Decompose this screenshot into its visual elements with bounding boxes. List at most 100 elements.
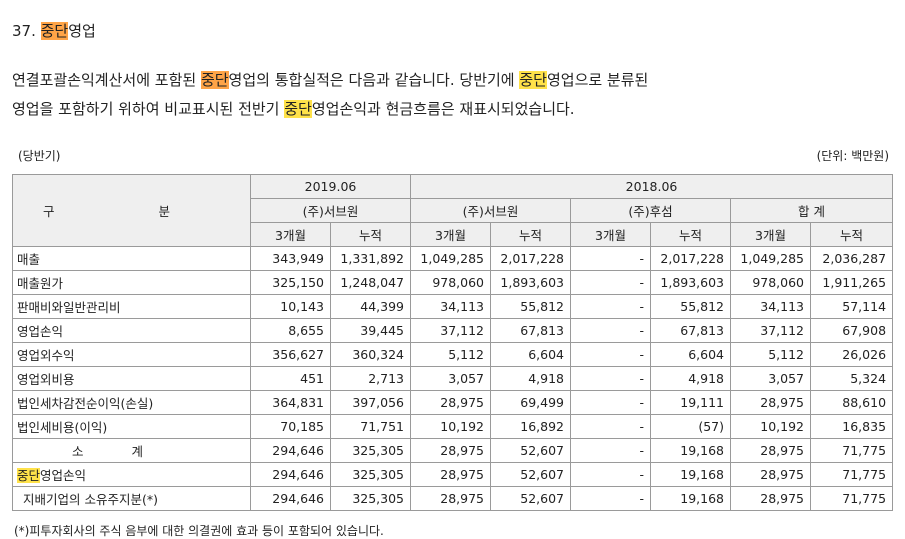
table-cell: 5,112 — [730, 342, 812, 367]
table-cell: - — [570, 294, 652, 319]
table-cell: 71,775 — [810, 486, 894, 511]
paragraph-text: 영업의 통합실적은 다음과 같습니다. 당반기에 — [228, 71, 520, 89]
seobuwon-2019-header: (주)서브원 — [249, 198, 412, 223]
table-cell: 37,112 — [730, 318, 812, 343]
table-cell: - — [570, 486, 652, 511]
table-row: 영업외수익 356,627 360,324 5,112 6,604 - 6,60… — [12, 342, 894, 367]
table-cell: 978,060 — [410, 270, 492, 295]
table-cell: 88,610 — [810, 390, 894, 415]
cumulative-header: 누적 — [490, 222, 572, 247]
section-title: 영업 — [68, 22, 96, 40]
row-label: 법인세비용(이익) — [12, 414, 251, 439]
category-header: 구 분 — [12, 174, 251, 247]
table-cell: 52,607 — [490, 462, 572, 487]
table-cell: 39,445 — [329, 318, 412, 343]
table-cell: 26,026 — [810, 342, 894, 367]
highlight-term: 중단 — [40, 22, 69, 40]
table-cell: 28,975 — [410, 462, 492, 487]
table-row: 법인세차감전순이익(손실) 364,831 397,056 28,975 69,… — [12, 390, 894, 415]
table-cell: 397,056 — [329, 390, 412, 415]
table-cell: - — [570, 270, 652, 295]
table-cell: 978,060 — [730, 270, 812, 295]
row-label: 판매비와일반관리비 — [12, 294, 251, 319]
table-cell: 294,646 — [250, 462, 331, 487]
total-header: 합 계 — [730, 198, 894, 223]
table-cell: 325,150 — [250, 270, 331, 295]
table-cell: 10,192 — [730, 414, 812, 439]
table-cell: 5,324 — [810, 366, 894, 391]
row-label: 매출 — [12, 246, 251, 271]
table-cell: 19,111 — [650, 390, 732, 415]
table-cell: 55,812 — [650, 294, 732, 319]
table-cell: 1,248,047 — [329, 270, 412, 295]
table-cell: 364,831 — [250, 390, 331, 415]
table-cell: 28,975 — [410, 486, 492, 511]
table-cell: 1,893,603 — [490, 270, 572, 295]
table-row: 법인세비용(이익) 70,185 71,751 10,192 16,892 - … — [12, 414, 894, 439]
table-row: 중단영업손익 294,646 325,305 28,975 52,607 - 1… — [12, 462, 894, 487]
table-cell: 3,057 — [410, 366, 492, 391]
table-cell: 69,499 — [490, 390, 572, 415]
table-cell: 71,751 — [329, 414, 412, 439]
table-cell: 19,168 — [650, 462, 732, 487]
table-cell: 52,607 — [490, 486, 572, 511]
table-cell: 8,655 — [250, 318, 331, 343]
table-cell: - — [570, 318, 652, 343]
table-cell: 71,775 — [810, 438, 894, 463]
table-cell: 325,305 — [329, 438, 412, 463]
table-row-subtotal: 소계 294,646 325,305 28,975 52,607 - 19,16… — [12, 438, 894, 463]
table-cell: 6,604 — [490, 342, 572, 367]
table-cell: - — [570, 438, 652, 463]
table-cell: - — [570, 390, 652, 415]
table-cell: 4,918 — [490, 366, 572, 391]
table-cell: 71,775 — [810, 462, 894, 487]
row-label: 소계 — [12, 438, 251, 463]
table-cell: 44,399 — [329, 294, 412, 319]
table-cell: 294,646 — [250, 486, 331, 511]
table-cell: 28,975 — [730, 462, 812, 487]
cumulative-header: 누적 — [650, 222, 732, 247]
table-row: 매출원가 325,150 1,248,047 978,060 1,893,603… — [12, 270, 894, 295]
table-cell: 37,112 — [410, 318, 492, 343]
table-cell: 451 — [250, 366, 331, 391]
table-cell: 16,835 — [810, 414, 894, 439]
table-cell: 3,057 — [730, 366, 812, 391]
table-cell: 343,949 — [250, 246, 331, 271]
table-cell: 1,893,603 — [650, 270, 732, 295]
row-label-text: 영업손익 — [40, 468, 87, 483]
table-cell: 325,305 — [329, 462, 412, 487]
section-number: 37. — [12, 22, 41, 40]
table-cell: 10,192 — [410, 414, 492, 439]
table-cell: 19,168 — [650, 438, 732, 463]
cumulative-header: 누적 — [329, 222, 412, 247]
table-cell: 28,975 — [410, 438, 492, 463]
three-month-header: 3개월 — [570, 222, 652, 247]
highlight-term: 중단 — [200, 71, 229, 89]
table-cell: 2,713 — [329, 366, 412, 391]
section-heading: 37. 중단영업 — [12, 20, 96, 41]
table-cell: 34,113 — [730, 294, 812, 319]
seobuwon-2018-header: (주)서브원 — [410, 198, 572, 223]
three-month-header: 3개월 — [250, 222, 331, 247]
row-label: 영업손익 — [12, 318, 251, 343]
table-cell: 28,975 — [730, 438, 812, 463]
discontinued-ops-table: 구 분 2019.06 2018.06 (주)서브원 (주)서브원 (주)후섬 … — [12, 174, 894, 511]
highlight-term: 중단 — [17, 468, 41, 483]
table-cell: 28,975 — [730, 486, 812, 511]
table-cell: 67,813 — [650, 318, 732, 343]
paragraph-text: 영업으로 분류된 영업을 포함하기 위하여 비교표시된 전반기 — [12, 71, 649, 118]
table-cell: 28,975 — [730, 390, 812, 415]
table-row: 판매비와일반관리비 10,143 44,399 34,113 55,812 - … — [12, 294, 894, 319]
table-cell: 67,908 — [810, 318, 894, 343]
description-paragraph: 연결포괄손익계산서에 포함된 중단영업의 통합실적은 다음과 같습니다. 당반기… — [12, 66, 652, 124]
table-cell: 4,918 — [650, 366, 732, 391]
table-row: 지배기업의 소유주지분(*) 294,646 325,305 28,975 52… — [12, 486, 894, 511]
paragraph-text: 연결포괄손익계산서에 포함된 — [12, 71, 201, 89]
table-cell: - — [570, 342, 652, 367]
footnote: (*)피투자회사의 주식 음부에 대한 의결권에 효과 등이 포함되어 있습니다… — [14, 524, 384, 538]
table-cell: (57) — [650, 414, 732, 439]
table-cell: 52,607 — [490, 438, 572, 463]
row-label: 영업외수익 — [12, 342, 251, 367]
table-cell: - — [570, 366, 652, 391]
table-cell: 34,113 — [410, 294, 492, 319]
